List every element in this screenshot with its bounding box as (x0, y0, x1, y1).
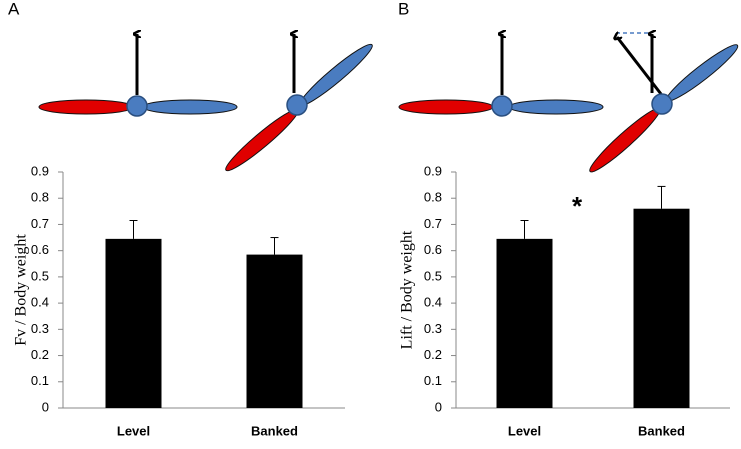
y-tick-label: 0.7 (424, 216, 442, 231)
annotation: * (572, 191, 583, 221)
x-tick-label: Level (117, 423, 150, 438)
y-tick-label: 0.8 (31, 190, 49, 205)
panel-label: A (8, 0, 20, 18)
diagram-a-level (38, 34, 238, 117)
y-tick-label: 0.6 (424, 242, 442, 257)
y-tick-label: 0.9 (424, 163, 442, 178)
diagram-b-level (398, 34, 604, 117)
y-tick-label: 0.9 (31, 163, 49, 178)
y-tick-label: 0.3 (31, 321, 49, 336)
y-tick-label: 0.3 (424, 321, 442, 336)
x-tick-label: Banked (251, 423, 298, 438)
y-tick-label: 0 (435, 399, 442, 414)
y-tick-label: 0 (42, 399, 49, 414)
y-tick-label: 0.2 (424, 347, 442, 362)
y-tick-label: 0.6 (31, 242, 49, 257)
y-tick-label: 0.1 (31, 373, 49, 388)
y-tick-label: 0.2 (31, 347, 49, 362)
y-axis-label: Lift / Body weight (399, 230, 416, 349)
diagram-b-banked (589, 33, 739, 173)
y-tick-label: 0.4 (31, 295, 49, 310)
y-axis-label: Fv / Body weight (13, 234, 30, 346)
y-tick-label: 0.1 (424, 373, 442, 388)
y-tick-label: 0.8 (424, 190, 442, 205)
bar (246, 254, 303, 408)
bar (105, 238, 162, 408)
y-tick-label: 0.5 (424, 268, 442, 283)
y-tick-label: 0.4 (424, 295, 442, 310)
y-tick-label: 0.7 (31, 216, 49, 231)
bar (496, 238, 553, 408)
y-tick-label: 0.5 (31, 268, 49, 283)
panel-label: B (398, 0, 409, 18)
x-tick-label: Banked (638, 423, 685, 438)
x-tick-label: Level (508, 423, 541, 438)
diagram-a-banked (225, 34, 373, 172)
bar (633, 208, 690, 408)
